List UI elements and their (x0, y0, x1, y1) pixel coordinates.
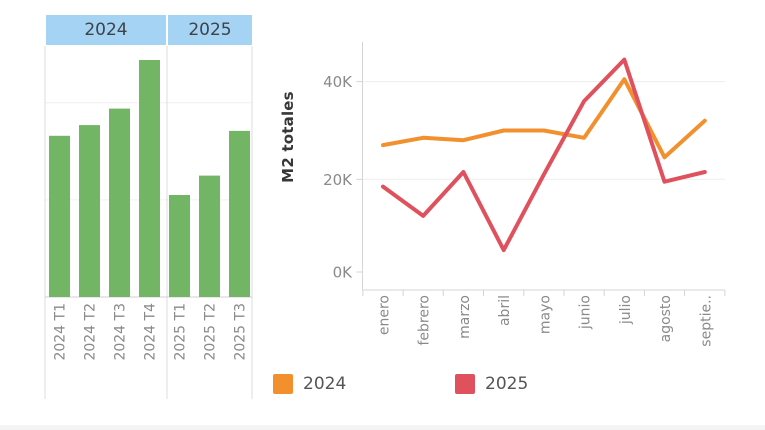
bar-2024-t1[interactable] (49, 135, 70, 297)
bar-x-label: 2025 T1 (173, 303, 189, 361)
bar-x-label: 2024 T3 (113, 303, 129, 361)
x-month-label: abril (497, 295, 513, 326)
legend-swatch-2025 (455, 374, 475, 394)
line-series-2024[interactable] (381, 77, 707, 160)
y-tick-label: 0K (333, 264, 354, 282)
legend-swatch-2024 (273, 374, 293, 394)
x-month-label: junio (578, 295, 594, 330)
x-month-label: mayo (537, 295, 553, 334)
bar-2024-t2[interactable] (79, 125, 100, 297)
x-month-label: septie.. (698, 295, 714, 347)
bar-2025-t2[interactable] (199, 175, 220, 297)
bar-2024-t4[interactable] (139, 60, 160, 297)
x-month-label: marzo (457, 295, 473, 339)
x-month-label: febrero (417, 295, 433, 346)
line-series-2025[interactable] (381, 57, 707, 253)
legend-item-2025[interactable]: 2025 (455, 374, 528, 394)
x-month-label: julio (618, 295, 634, 325)
bar-x-label: 2025 T2 (203, 303, 219, 361)
y-tick-label: 20K (323, 171, 353, 189)
line-chart: 0K 20K 40K enero febrero marzo abril mayo junio j… (323, 42, 726, 347)
bar-x-label: 2024 T2 (83, 303, 99, 361)
bar-2024-t3[interactable] (109, 108, 130, 297)
bar-2025-t1[interactable] (169, 195, 190, 297)
bar-x-label: 2024 T4 (143, 303, 159, 361)
legend-label-2025: 2025 (485, 374, 529, 394)
bar-group-header-2024[interactable]: 2024 (46, 15, 166, 45)
bar-group-header-2025[interactable]: 2025 (168, 15, 252, 45)
bar-2025-t3[interactable] (229, 130, 250, 297)
y-tick-label: 40K (323, 73, 353, 91)
x-month-label: agosto (658, 295, 674, 342)
legend-label-2024: 2024 (303, 374, 347, 394)
y-axis-title: M2 totales (279, 91, 297, 183)
bar-x-label: 2024 T1 (53, 303, 69, 361)
bar-x-label: 2025 T3 (233, 303, 249, 361)
legend-item-2024[interactable]: 2024 (273, 374, 346, 394)
bar-chart: 2024 T1 2024 T2 2024 T3 2024 T4 2025 T1 2025 … (44, 46, 253, 399)
x-month-label: enero (377, 295, 393, 335)
bottom-strip (0, 425, 765, 430)
